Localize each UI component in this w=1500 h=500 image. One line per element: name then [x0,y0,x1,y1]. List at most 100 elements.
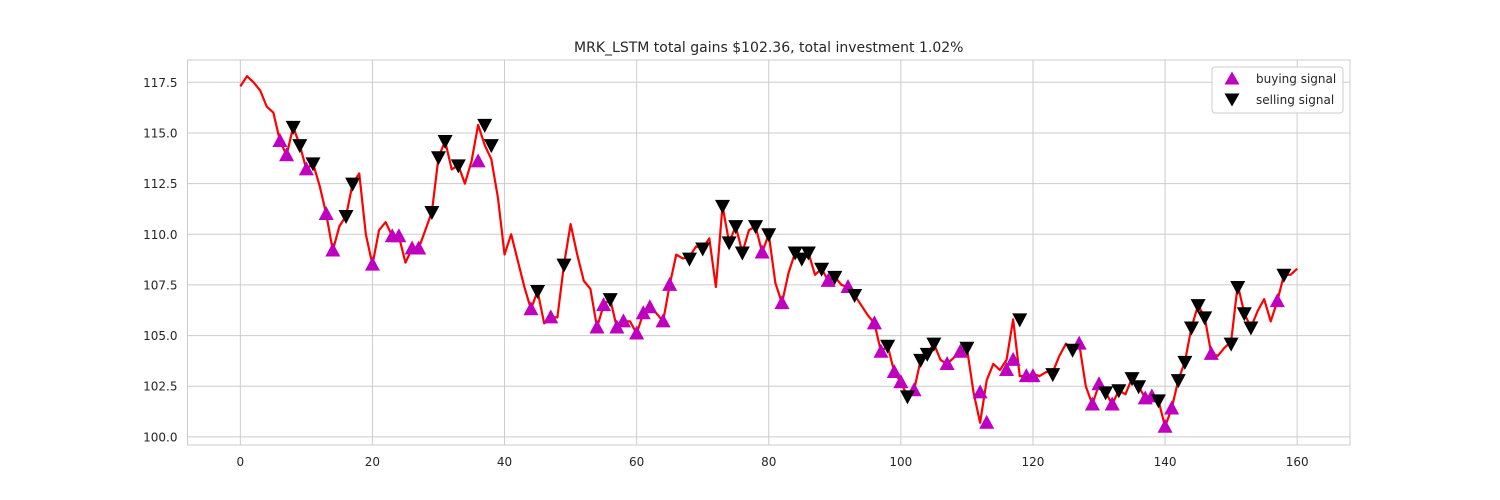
sell-signal-marker [880,339,896,354]
x-tick-label: 20 [365,455,380,469]
buy-signal-marker [523,301,539,316]
sell-signal-marker [794,252,810,267]
y-tick-label: 110.0 [143,228,177,242]
sell-signal-marker [695,242,711,257]
sell-signal-marker [530,285,546,299]
buy-signal-marker [298,161,314,176]
buy-signal-marker [272,133,288,148]
buy-signal-marker [893,374,909,389]
y-tick-labels: 100.0 102.5 105.0 107.5 110.0 112.5 115.0 117.5 [143,76,177,445]
buy-signal-marker [1157,418,1173,433]
buy-signal-marker [972,384,988,399]
sell-signal-marker [1183,321,1199,336]
buy-signal-marker [1164,400,1180,415]
sell-signal-marker [919,347,935,362]
sell-signal-marker [483,139,499,154]
sell-signal-marker [556,258,572,273]
sell-signal-marker [430,151,446,166]
x-tick-label: 120 [1022,455,1045,469]
y-tick-label: 100.0 [143,430,177,444]
sell-signal-marker [728,220,744,235]
sell-signal-marker [1170,374,1186,389]
sell-signal-marker [1131,380,1147,395]
buy-signal-marker [886,364,902,379]
sell-signal-marker [827,270,843,285]
sell-signal-marker [1177,355,1193,370]
sell-signal-marker [338,210,354,225]
sell-signal-marker [926,337,942,352]
sell-signal-marker [1230,280,1246,295]
buy-signal-marker [866,315,882,330]
buy-signal-marker [820,272,836,287]
buy-signal-marker [1025,368,1041,383]
legend-buy-label: buying signal [1256,72,1336,86]
sell-signal-marker [814,262,830,277]
y-tick-label: 105.0 [143,329,177,343]
plot-frame [187,59,1351,446]
sell-signal-marker [721,236,737,251]
chart-title: MRK_LSTM total gains $102.36, total inve… [574,40,963,56]
x-tick-label: 60 [629,455,644,469]
buy-signal-marker [629,325,645,340]
sell-signal-marker [1190,299,1206,314]
buy-signal-marker [952,343,968,358]
buy-signal-marker [939,355,955,370]
sell-signal-marker [1098,386,1114,401]
buy-signal-marker [279,147,295,162]
buy-signal-marker [754,244,770,259]
sell-signal-marker [1150,394,1166,409]
sell-signal-marker [913,353,929,368]
x-tick-label: 0 [237,455,245,469]
buy-signal-marker [1269,293,1285,308]
sell-signal-marker [800,246,816,261]
legend-box [1211,66,1344,114]
y-tick-label: 117.5 [143,76,177,90]
legend-sell-label: selling signal [1256,93,1334,107]
x-tick-label: 80 [761,455,776,469]
buy-signal-marker [589,319,605,334]
sell-signal-marker [477,118,493,133]
sell-signal-marker [424,205,440,220]
legend-buy-marker [1224,71,1240,85]
y-tick-label: 107.5 [143,278,177,292]
sell-signal-marker [345,177,361,192]
x-tick-label: 160 [1286,455,1309,469]
sell-signal-marker [1065,343,1081,358]
sell-signal-marker [450,159,466,174]
sell-signal-marker [899,390,915,405]
sell-signal-marker [761,228,777,243]
x-tick-label: 140 [1154,455,1177,469]
buy-signal-marker [470,153,486,168]
buy-signal-marker [1084,396,1100,411]
x-tick-label: 100 [889,455,912,469]
sell-signal-marker [602,293,618,308]
buy-signal-marker [642,299,658,314]
sell-signal-marker [959,341,975,356]
buy-signal-marker [655,313,671,328]
sell-signal-marker [1124,372,1140,387]
buy-signal-marker [979,414,995,429]
buy-signal-marker [1005,351,1021,366]
legend: buying signal selling signal [1211,66,1344,114]
x-tick-labels: 0 20 40 60 80 100 120 140 160 [237,455,1309,469]
buy-signal-marker [596,297,612,312]
sell-signal-marker [748,220,764,235]
sell-signal-marker [1045,368,1061,383]
sell-signal-marker [1012,313,1028,328]
sell-signal-marker [734,246,750,261]
buy-signal-marker [318,206,334,220]
sell-signal-marker [1111,384,1127,399]
sell-signal-marker [715,199,731,214]
sell-signal-marker [1243,321,1259,336]
buy-signal-marker [774,295,790,310]
sell-signal-marker [1223,337,1239,352]
buy-signal-marker [873,343,889,358]
buy-signal-marker [1203,345,1219,360]
buy-signal-marker [999,362,1015,377]
buy-signal-marker [411,240,427,255]
y-tick-label: 102.5 [143,380,177,394]
sell-signal-marker [681,252,697,267]
y-tick-label: 112.5 [143,177,177,191]
y-tick-label: 115.0 [143,126,177,140]
